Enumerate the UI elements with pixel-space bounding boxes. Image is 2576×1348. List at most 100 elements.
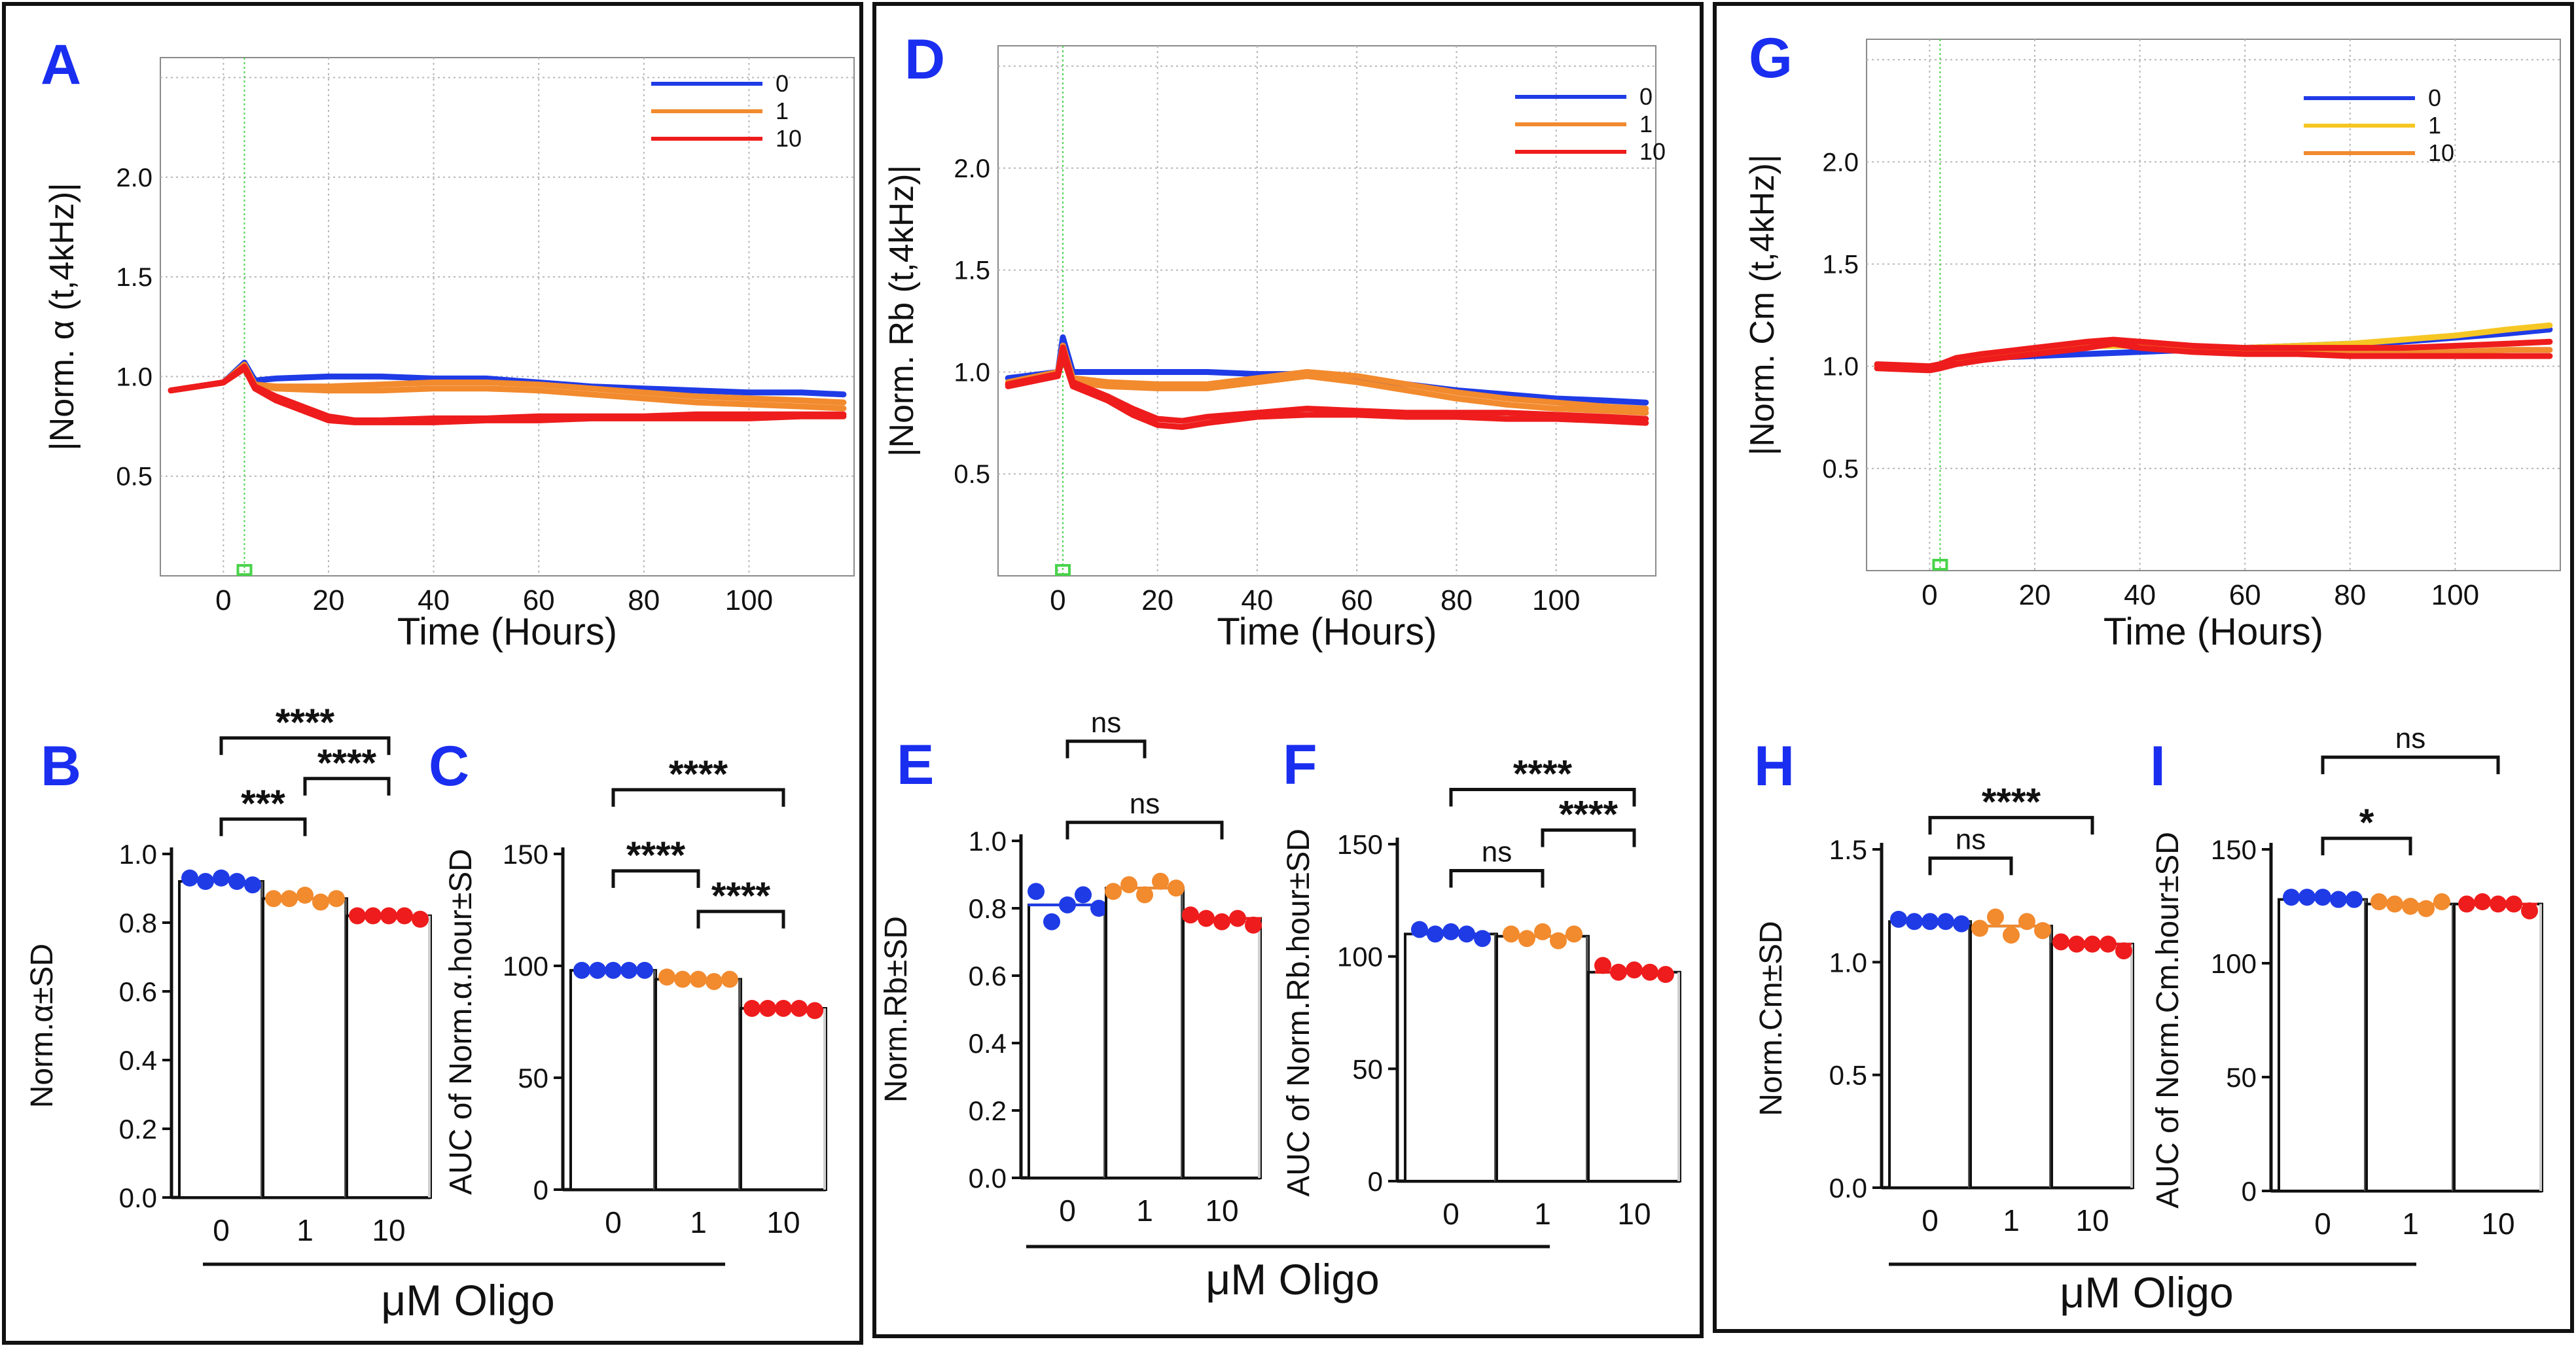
legend-label: 1 (2428, 112, 2441, 139)
chart-I: 0 50 100 150 AUC of Norm.Cm.hour±SD I 0 1 10 ns * (2150, 722, 2543, 1241)
y-tick-label: 1.5 (1822, 251, 1859, 279)
x-tick-label: 0 (215, 584, 231, 616)
y-tick-label: 150 (1337, 829, 1383, 860)
y-tick-label: 1.0 (969, 826, 1007, 857)
y-tick-label: 100 (1337, 942, 1383, 972)
x-tick-label: 10 (372, 1213, 405, 1247)
y-tick-label: 1.5 (116, 263, 152, 292)
data-point (412, 910, 429, 928)
y-tick-label: 100 (503, 951, 548, 982)
treatment-marker-box (236, 564, 253, 576)
plot-area-frame (1866, 39, 2561, 571)
x-tick-label: 0 (1922, 1203, 1939, 1237)
x-tick-label: 10 (766, 1205, 800, 1239)
x-tick-label: 10 (1205, 1194, 1238, 1228)
y-tick-label: 0.2 (969, 1095, 1007, 1126)
x-tick-label: 1 (296, 1213, 313, 1247)
data-point (2474, 893, 2491, 911)
data-point (2370, 893, 2388, 911)
data-point (1518, 930, 1535, 948)
panel-letter: B (41, 735, 81, 798)
series-line-10redb (1874, 336, 2553, 370)
group-label-middle: μM Oligo (1206, 1255, 1379, 1304)
data-point (1503, 925, 1520, 943)
panel-letter: D (904, 28, 945, 91)
x-tick-label: 1 (1136, 1194, 1153, 1228)
data-point (213, 869, 230, 887)
data-point (312, 893, 329, 911)
y-tick-label: 50 (518, 1063, 548, 1093)
y-axis-label: |Norm. Cm (t,4kHz)| (1744, 154, 1781, 455)
panel-letter: F (1283, 734, 1317, 796)
significance-label: ns (2395, 722, 2425, 754)
significance-label: **** (669, 753, 728, 796)
x-tick-label: 100 (1532, 584, 1580, 616)
x-tick-label: 20 (1141, 584, 1173, 616)
significance-label: **** (1982, 781, 2041, 823)
panel-letter: C (429, 735, 469, 798)
data-point (2433, 893, 2450, 911)
y-tick-label: 0.8 (969, 893, 1007, 924)
x-axis-label: Time (Hours) (1217, 611, 1437, 653)
y-tick-label: 100 (2211, 948, 2257, 979)
data-point (2521, 902, 2538, 919)
data-point (2283, 889, 2300, 906)
chart-C: 0 50 100 150 AUC of Norm.α.hour±SD C 0 1 10 **** *… (429, 735, 827, 1239)
bar-0 (178, 880, 264, 1199)
data-point (1136, 886, 1153, 904)
y-tick-label: 50 (2226, 1062, 2257, 1093)
x-tick-label: 0 (1050, 584, 1065, 616)
y-tick-label: 1.0 (116, 363, 152, 391)
chart-H: 0.0 0.5 1.0 1.5 Norm.Cm±SD H 0 1 10 ****ns (1754, 735, 2134, 1237)
y-tick-label: 0 (2242, 1176, 2257, 1207)
data-point (2018, 913, 2035, 931)
data-point (1626, 961, 1643, 979)
significance-bracket (1449, 868, 1545, 888)
y-tick-label: 0.0 (119, 1182, 157, 1213)
bar-1 (654, 978, 742, 1192)
y-tick-label: 150 (503, 839, 548, 870)
panel-frame-right (1713, 2, 2574, 1333)
x-tick-label: 0 (213, 1213, 230, 1247)
y-tick-label: 2.0 (954, 154, 990, 183)
bar-1 (1969, 925, 2053, 1189)
y-tick-label: 0.4 (969, 1028, 1007, 1059)
significance-label: ns (1482, 836, 1512, 868)
data-point (1890, 910, 1907, 928)
x-tick-label: 10 (1617, 1197, 1651, 1231)
panel-letter: H (1754, 735, 1795, 798)
y-tick-label: 0.6 (119, 976, 157, 1007)
data-point (2052, 933, 2069, 951)
x-tick-label: 0 (1442, 1197, 1459, 1231)
panel-letter: A (41, 33, 81, 96)
x-tick-label: 0 (1922, 579, 1937, 611)
data-point (1594, 957, 1611, 974)
bar-1 (262, 897, 348, 1199)
y-tick-label: 1.0 (1822, 353, 1859, 381)
x-tick-label: 60 (2229, 579, 2261, 611)
data-point (658, 968, 675, 986)
y-tick-label: 0.0 (1829, 1173, 1867, 1203)
y-axis-label: Norm.Cm±SD (1754, 921, 1789, 1116)
bar-0 (1028, 903, 1107, 1179)
x-tick-label: 40 (418, 584, 450, 616)
significance-bracket (611, 788, 785, 807)
group-label-right: μM Oligo (2060, 1268, 2233, 1317)
bar-1 (1495, 934, 1590, 1183)
y-tick-label: 0.2 (119, 1114, 157, 1144)
y-axis-label: |Norm. Rb (t,4kHz)| (883, 165, 921, 457)
data-point (1953, 915, 1970, 932)
data-point (1152, 872, 1169, 890)
plot-area-frame (160, 57, 855, 576)
y-tick-label: 0.5 (1822, 455, 1859, 484)
significance-label: *** (241, 783, 285, 825)
data-point (2418, 900, 2435, 917)
bar-10 (2453, 902, 2543, 1193)
significance-bracket (1928, 815, 2094, 835)
legend-label: 0 (1639, 83, 1653, 110)
data-point (1043, 913, 1060, 931)
